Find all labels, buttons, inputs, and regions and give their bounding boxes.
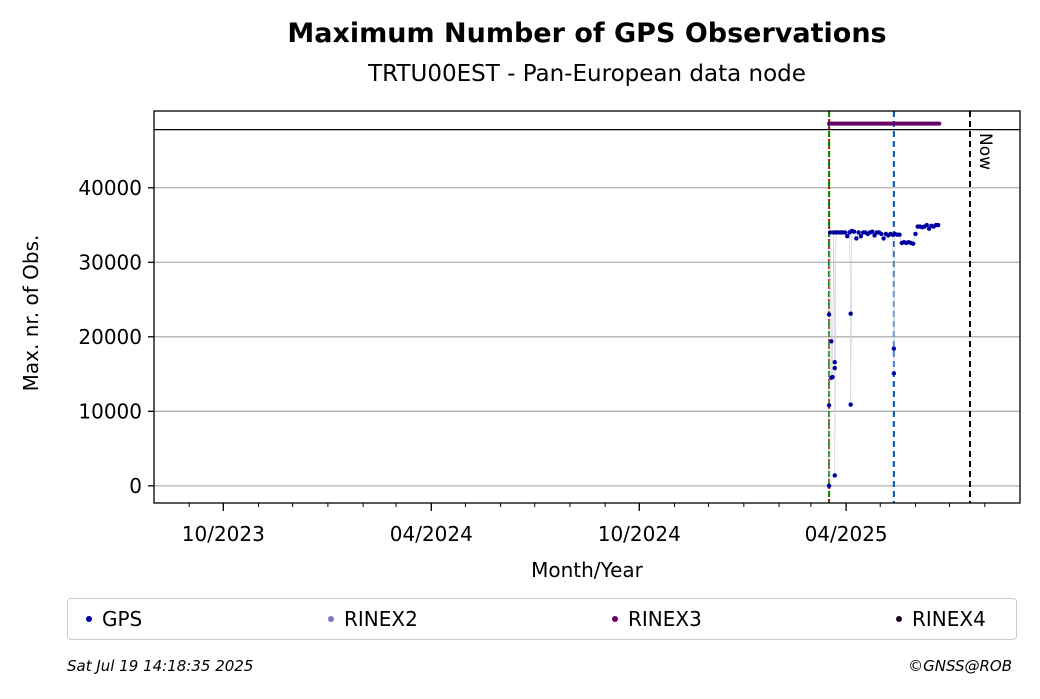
gps-point <box>926 226 932 231</box>
legend-marker-rinex2 <box>328 615 334 622</box>
legend-label-gps: GPS <box>102 607 143 631</box>
legend-marker-rinex4 <box>896 615 902 622</box>
y-tick-label: 40000 <box>78 176 142 200</box>
gps-point <box>848 402 853 407</box>
gps-point <box>830 374 835 380</box>
gps-point <box>842 230 848 235</box>
x-tick-label: 04/2025 <box>805 522 888 546</box>
x-tick-label: 10/2024 <box>598 522 681 546</box>
y-tick-label: 30000 <box>78 250 142 274</box>
gps-trace <box>828 224 939 486</box>
legend-marker-rinex3 <box>612 615 618 622</box>
gps-point <box>851 229 857 234</box>
legend-label-rinex3: RINEX3 <box>628 607 702 631</box>
gps-point <box>832 473 837 478</box>
footer-timestamp: Sat Jul 19 14:18:35 2025 <box>67 657 254 675</box>
vertical-line-label: Now <box>975 133 995 170</box>
legend-marker-gps <box>86 615 92 622</box>
gps-point <box>826 403 832 408</box>
gps-point <box>881 236 886 241</box>
y-axis-label: Max. nr. of Obs. <box>19 235 43 392</box>
gps-point <box>913 231 918 237</box>
y-tick-label: 20000 <box>78 325 142 349</box>
gps-point <box>870 229 875 234</box>
gps-point <box>856 230 861 235</box>
legend: GPS RINEX2 RINEX3 RINEX4 <box>67 598 1017 640</box>
legend-item-gps: GPS <box>86 608 142 630</box>
gps-point <box>924 222 930 228</box>
gps-point <box>910 241 916 246</box>
chart-svg: Maximum Number of GPS Observations TRTU0… <box>19 18 1021 582</box>
gps-point <box>826 483 832 489</box>
gps-point <box>897 232 902 237</box>
gps-point <box>891 346 897 351</box>
y-tick-label: 0 <box>129 474 142 498</box>
gps-point <box>891 371 897 376</box>
chart-title: Maximum Number of GPS Observations <box>287 18 886 49</box>
x-tick-label: 10/2023 <box>182 522 265 546</box>
legend-item-rinex3: RINEX3 <box>612 608 702 630</box>
gps-point <box>845 234 850 239</box>
legend-label-rinex2: RINEX2 <box>344 607 418 631</box>
footer-credit: ©GNSS@ROB <box>908 657 1012 675</box>
gps-point <box>848 311 853 316</box>
gps-point <box>826 312 832 317</box>
legend-item-rinex2: RINEX2 <box>328 608 418 630</box>
gps-point <box>879 231 884 237</box>
plot-frame <box>153 110 1021 504</box>
legend-label-rinex4: RINEX4 <box>912 607 986 631</box>
rinex3-point <box>937 121 942 126</box>
gps-point <box>854 236 859 241</box>
gps-point <box>832 365 837 371</box>
gps-point <box>872 233 877 238</box>
legend-item-rinex4: RINEX4 <box>896 608 986 630</box>
plot-area: 0 10000 20000 30000 40000 10/2023 04/2024 10/20… <box>78 110 1021 546</box>
gps-point <box>829 339 834 344</box>
gps-point <box>935 222 941 228</box>
chart-subtitle: TRTU00EST - Pan-European data node <box>367 61 806 87</box>
gps-point <box>832 359 837 365</box>
gps-point <box>858 234 864 239</box>
gps-point <box>828 230 833 235</box>
y-tick-label: 10000 <box>78 399 142 423</box>
x-axis-label: Month/Year <box>531 558 644 582</box>
x-tick-label: 04/2024 <box>390 522 473 546</box>
